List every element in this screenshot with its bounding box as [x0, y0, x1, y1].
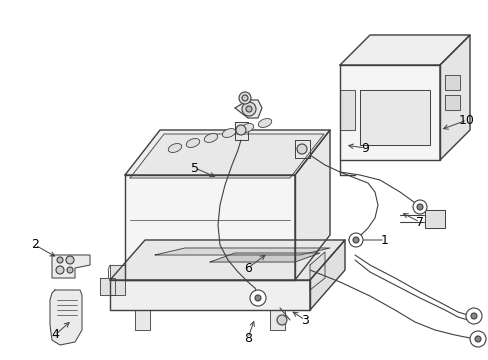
Text: 9: 9: [360, 141, 368, 154]
Circle shape: [242, 95, 247, 101]
Circle shape: [249, 290, 265, 306]
Polygon shape: [125, 130, 329, 175]
Text: 7: 7: [415, 216, 423, 229]
Polygon shape: [125, 175, 294, 280]
Text: 3: 3: [301, 314, 308, 327]
Polygon shape: [444, 75, 459, 90]
Circle shape: [296, 144, 306, 154]
Circle shape: [470, 313, 476, 319]
Polygon shape: [110, 240, 345, 280]
Polygon shape: [235, 100, 262, 118]
Ellipse shape: [222, 129, 235, 138]
Text: 6: 6: [244, 261, 251, 274]
Text: 10: 10: [458, 113, 474, 126]
Circle shape: [242, 102, 256, 116]
Ellipse shape: [258, 118, 271, 127]
Circle shape: [57, 257, 63, 263]
Circle shape: [348, 233, 362, 247]
Polygon shape: [52, 255, 90, 278]
Circle shape: [66, 256, 74, 264]
Ellipse shape: [240, 123, 253, 132]
Circle shape: [276, 315, 286, 325]
Polygon shape: [359, 90, 429, 145]
Polygon shape: [294, 130, 329, 280]
Polygon shape: [135, 310, 150, 330]
Ellipse shape: [186, 139, 199, 148]
Polygon shape: [155, 248, 329, 255]
Polygon shape: [339, 90, 354, 130]
Polygon shape: [294, 140, 309, 158]
Polygon shape: [110, 280, 309, 310]
Text: 2: 2: [31, 238, 39, 252]
Circle shape: [67, 267, 73, 273]
Circle shape: [245, 106, 251, 112]
Text: 4: 4: [51, 328, 59, 342]
Polygon shape: [110, 265, 125, 295]
Text: 5: 5: [191, 162, 199, 175]
Circle shape: [239, 92, 250, 104]
Circle shape: [465, 308, 481, 324]
Circle shape: [56, 266, 64, 274]
Polygon shape: [209, 253, 319, 262]
Text: 1: 1: [380, 234, 388, 247]
Polygon shape: [309, 252, 325, 290]
Circle shape: [254, 295, 261, 301]
Polygon shape: [439, 35, 469, 160]
Circle shape: [474, 336, 480, 342]
Ellipse shape: [168, 144, 182, 152]
Polygon shape: [100, 278, 115, 295]
Polygon shape: [339, 65, 439, 160]
Polygon shape: [235, 122, 247, 140]
Circle shape: [236, 125, 245, 135]
Polygon shape: [309, 240, 345, 310]
Polygon shape: [130, 134, 324, 178]
Circle shape: [416, 204, 422, 210]
Ellipse shape: [204, 134, 217, 143]
Polygon shape: [424, 210, 444, 228]
Circle shape: [352, 237, 358, 243]
Polygon shape: [444, 95, 459, 110]
Polygon shape: [50, 290, 82, 345]
Text: 8: 8: [244, 332, 251, 345]
Circle shape: [412, 200, 426, 214]
Polygon shape: [269, 310, 285, 330]
Polygon shape: [339, 35, 469, 65]
Circle shape: [469, 331, 485, 347]
